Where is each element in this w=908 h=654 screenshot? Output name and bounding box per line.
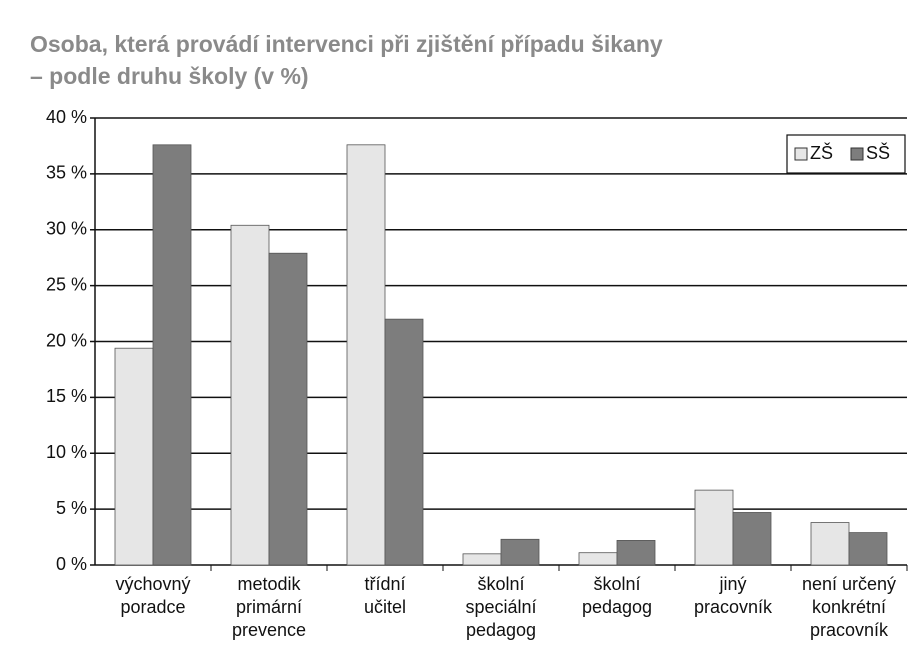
bar bbox=[462, 553, 502, 566]
legend-swatch bbox=[850, 147, 864, 161]
bar bbox=[694, 489, 734, 566]
y-tick-label: 25 % bbox=[46, 274, 87, 294]
x-tick-label: pedagog bbox=[582, 597, 652, 617]
x-tick-label: prevence bbox=[232, 620, 306, 640]
bar bbox=[578, 552, 618, 566]
chart-title: – podle druhu školy (v %) bbox=[30, 63, 309, 89]
bar bbox=[810, 522, 850, 566]
legend-label: SŠ bbox=[866, 142, 890, 163]
y-tick-label: 15 % bbox=[46, 386, 87, 406]
y-tick-label: 35 % bbox=[46, 163, 87, 183]
x-tick-label: jiný bbox=[718, 574, 746, 594]
x-tick-label: školní bbox=[477, 574, 524, 594]
bar bbox=[346, 144, 386, 566]
x-tick-label: speciální bbox=[465, 597, 536, 617]
x-tick-label: není určený bbox=[802, 574, 896, 594]
x-tick-label: poradce bbox=[120, 597, 185, 617]
bar bbox=[384, 318, 424, 566]
x-tick-label: pracovník bbox=[694, 597, 773, 617]
x-tick-label: primární bbox=[236, 597, 302, 617]
bar bbox=[616, 540, 656, 566]
x-tick-label: konkrétní bbox=[812, 597, 886, 617]
y-tick-label: 20 % bbox=[46, 330, 87, 350]
y-tick-label: 5 % bbox=[56, 498, 87, 518]
legend-label: ZŠ bbox=[810, 142, 833, 163]
bar bbox=[230, 224, 270, 566]
y-tick-label: 0 % bbox=[56, 554, 87, 574]
y-tick-label: 30 % bbox=[46, 219, 87, 239]
x-tick-label: výchovný bbox=[115, 574, 190, 594]
bar bbox=[268, 252, 308, 566]
x-tick-label: pracovník bbox=[810, 620, 889, 640]
chart-title: Osoba, která provádí intervenci při zjiš… bbox=[30, 31, 663, 57]
y-tick-label: 10 % bbox=[46, 442, 87, 462]
x-tick-label: metodik bbox=[237, 574, 301, 594]
legend-swatch bbox=[794, 147, 808, 161]
x-tick-label: třídní bbox=[364, 574, 405, 594]
bar bbox=[732, 512, 772, 566]
bar bbox=[114, 347, 154, 566]
x-tick-label: pedagog bbox=[466, 620, 536, 640]
bar bbox=[152, 144, 192, 566]
x-tick-label: učitel bbox=[364, 597, 406, 617]
y-tick-label: 40 % bbox=[46, 107, 87, 127]
bar bbox=[500, 538, 540, 566]
x-tick-label: školní bbox=[593, 574, 640, 594]
bar bbox=[848, 532, 888, 566]
